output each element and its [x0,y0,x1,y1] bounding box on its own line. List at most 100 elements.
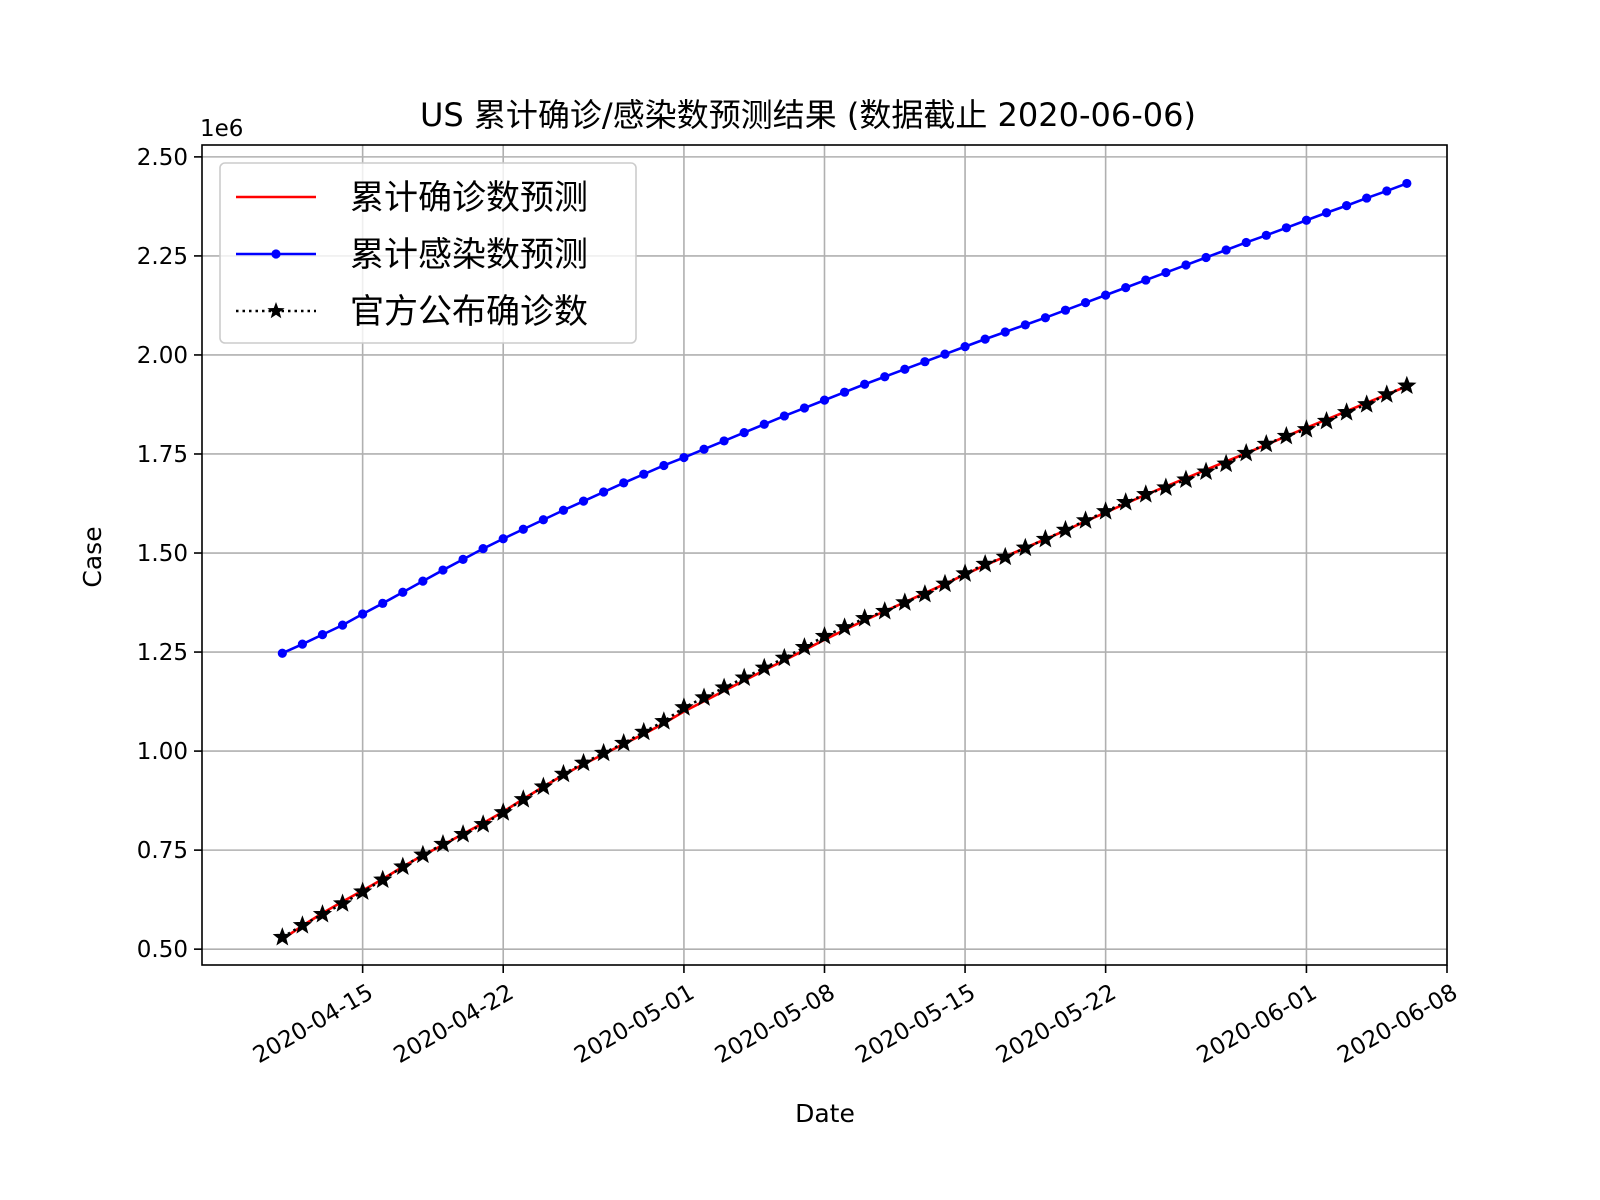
data-point [1276,426,1296,445]
data-point [855,608,875,627]
chart-title: US 累计确诊/感染数预测结果 (数据截止 2020-06-06) [420,96,1196,134]
data-point [1256,433,1276,453]
data-point [493,802,513,821]
data-point [1296,419,1317,438]
data-point [714,677,734,696]
data-point [373,869,393,889]
series-line [281,384,1408,939]
data-point [1035,529,1056,548]
series-3 [272,375,1417,946]
data-point [995,546,1015,566]
y-tick-label: 1.25 [137,640,188,666]
data-point [759,419,769,429]
data-point [513,789,533,808]
data-point [799,403,810,413]
y-axis-offset-label: 1e6 [200,116,243,142]
data-point [875,601,895,620]
y-tick-label: 2.25 [137,244,188,270]
legend-box [219,162,637,344]
data-point [659,460,669,471]
data-point [1116,492,1136,511]
plot-series [272,178,1417,946]
data-point [1301,215,1312,225]
data-point [358,609,368,619]
data-point [418,576,428,586]
data-point [1362,193,1372,203]
data-point [935,573,955,593]
data-point [438,565,448,575]
data-point [1216,453,1236,473]
data-point [960,342,970,352]
data-point [754,657,774,677]
data-point [980,334,990,344]
data-point [353,881,373,900]
data-point [272,927,292,946]
data-point [538,515,548,525]
y-axis-ticks: 0.50 0.75 1.00 1.25 1.50 1.75 2.00 2.25 2.50 [137,145,202,963]
data-point [337,620,348,630]
legend-label: 官方公布确诊数 [350,292,588,332]
data-point [553,763,574,783]
data-point [1015,537,1035,557]
data-point [413,844,433,864]
data-point [719,436,729,446]
y-tick-label: 1.75 [137,442,188,468]
data-point [398,587,408,597]
series-2 [277,178,1412,658]
data-point [774,647,794,667]
data-point [1377,384,1397,403]
data-point [1341,201,1352,211]
data-point [739,427,749,438]
y-tick-label: 1.50 [137,541,188,567]
data-point [518,524,528,534]
data-point [1316,410,1337,430]
y-tick-label: 2.50 [137,145,188,171]
data-point [1281,223,1291,233]
data-point [1357,394,1377,413]
data-point [1060,305,1071,315]
data-point [573,752,594,772]
data-point [558,505,569,515]
data-point [940,349,950,359]
data-point [1236,443,1256,462]
data-point [498,534,508,544]
data-point [920,357,930,367]
data-point [915,584,935,603]
data-point [1201,252,1211,263]
data-point [1221,245,1231,255]
data-point [975,553,995,573]
data-point [473,814,493,833]
data-point [839,387,850,397]
data-point [277,648,287,658]
data-point [779,411,789,421]
data-point [332,893,353,912]
data-point [453,824,473,843]
data-point [393,856,413,875]
data-point [478,544,488,554]
data-point [297,639,308,649]
data-point [1080,298,1091,308]
data-point [819,395,830,405]
data-point [1101,290,1111,300]
data-point [1336,402,1357,421]
y-tick-label: 2.00 [137,343,188,369]
data-point [533,776,554,795]
data-point [1176,469,1196,488]
data-point [1040,313,1050,323]
data-point [599,487,609,497]
data-point [639,469,649,479]
data-point [694,687,714,706]
data-point [1136,484,1156,503]
data-point [1402,178,1412,189]
data-point [1055,519,1076,539]
data-point [699,444,709,454]
y-tick-label: 1.00 [137,739,188,765]
data-point [654,711,674,730]
data-point [578,496,589,506]
data-point [614,733,634,752]
data-point [834,617,855,636]
data-point [1321,208,1332,218]
legend-swatch-marker [267,302,285,319]
